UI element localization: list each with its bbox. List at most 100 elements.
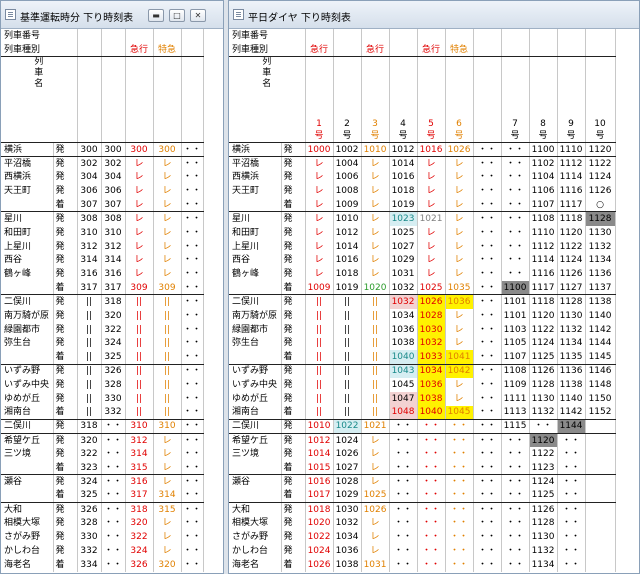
time-cell[interactable]: 1142 [585, 322, 616, 337]
time-cell[interactable]: 1122 [529, 447, 558, 462]
station-name[interactable] [1, 281, 54, 296]
time-cell[interactable]: || [333, 322, 362, 337]
train-type-cell[interactable] [585, 42, 616, 58]
time-cell[interactable]: レ [445, 198, 474, 213]
time-cell[interactable]: ・・ [473, 461, 502, 476]
station-name[interactable]: 緑園都市 [1, 322, 54, 337]
time-cell[interactable]: 1140 [585, 308, 616, 323]
time-cell[interactable]: ・・ [181, 433, 204, 448]
time-cell[interactable]: 1010 [305, 419, 334, 434]
time-cell[interactable]: レ [361, 184, 390, 199]
time-cell[interactable]: 1113 [501, 405, 530, 421]
time-cell[interactable]: || [125, 364, 154, 379]
time-cell[interactable]: 1006 [333, 170, 362, 185]
time-cell[interactable]: 1124 [585, 170, 616, 185]
time-cell[interactable]: ・・ [389, 461, 418, 476]
time-cell[interactable]: レ [125, 198, 154, 213]
time-cell[interactable]: 1135 [557, 350, 586, 365]
station-name[interactable]: いずみ野 [1, 364, 54, 379]
time-cell[interactable]: ・・ [473, 170, 502, 185]
time-cell[interactable]: 1042 [445, 364, 474, 379]
station-name[interactable]: 天王町 [229, 184, 282, 199]
time-cell[interactable]: ・・ [445, 544, 474, 558]
time-cell[interactable]: 1015 [305, 461, 334, 476]
time-cell[interactable]: レ [361, 211, 390, 226]
time-cell[interactable]: ・・ [501, 558, 530, 572]
station-name[interactable]: 弥生台 [1, 336, 54, 351]
time-cell[interactable]: ・・ [101, 419, 126, 434]
time-cell[interactable]: レ [125, 211, 154, 226]
time-cell[interactable]: レ [445, 267, 474, 282]
time-cell[interactable]: ・・ [501, 516, 530, 531]
time-cell[interactable]: 316 [101, 267, 126, 282]
time-cell[interactable]: || [305, 405, 334, 421]
time-cell[interactable]: || [153, 391, 182, 406]
time-cell[interactable]: ・・ [181, 558, 204, 572]
station-name[interactable]: 和田町 [229, 225, 282, 240]
time-cell[interactable]: ・・ [473, 433, 502, 448]
time-cell[interactable]: ・・ [181, 156, 204, 171]
train-name-cell[interactable] [181, 56, 204, 144]
time-cell[interactable]: 306 [77, 184, 102, 199]
time-cell[interactable]: レ [417, 170, 446, 185]
time-cell[interactable]: || [333, 405, 362, 421]
train-type-cell[interactable] [181, 42, 204, 58]
time-cell[interactable]: ・・ [181, 488, 204, 504]
time-cell[interactable]: 1146 [585, 364, 616, 379]
time-cell[interactable]: 1012 [305, 433, 334, 448]
time-cell[interactable]: レ [153, 544, 182, 558]
time-cell[interactable]: 304 [77, 170, 102, 185]
train-name-cell[interactable] [473, 56, 502, 144]
time-cell[interactable]: 1036 [417, 378, 446, 392]
time-cell[interactable]: 1132 [529, 405, 558, 421]
weekday-timetable-grid[interactable]: 列車番号 列車種別 急行 急行 急行 特急列車名 1 号 2 号 3 号 4 号 5 号 6 号 7 号 8 号 9 号 10 号… [229, 29, 616, 572]
time-cell[interactable]: 1120 [529, 433, 558, 448]
arr-dep-label[interactable]: 着 [53, 350, 78, 365]
header-train-number-cell[interactable] [473, 29, 502, 43]
station-name[interactable]: 瀬谷 [229, 474, 282, 489]
time-cell[interactable]: 320 [125, 516, 154, 531]
time-cell[interactable]: 1126 [529, 502, 558, 517]
station-name[interactable] [1, 198, 54, 213]
time-cell[interactable]: ・・ [473, 267, 502, 282]
station-name[interactable]: 海老名 [1, 558, 54, 572]
time-cell[interactable]: 1026 [445, 142, 474, 158]
time-cell[interactable]: 320 [101, 308, 126, 323]
time-cell[interactable]: 308 [101, 211, 126, 226]
time-cell[interactable]: || [77, 405, 102, 421]
time-cell[interactable]: 1126 [529, 364, 558, 379]
arr-dep-label[interactable]: 発 [53, 239, 78, 254]
time-cell[interactable]: レ [417, 239, 446, 254]
arr-dep-label[interactable]: 発 [281, 211, 306, 226]
time-cell[interactable]: 1024 [305, 544, 334, 558]
time-cell[interactable]: レ [305, 198, 334, 213]
time-cell[interactable]: ・・ [417, 558, 446, 572]
time-cell[interactable]: || [361, 378, 390, 392]
time-cell[interactable]: || [361, 336, 390, 351]
time-cell[interactable]: 1025 [361, 488, 390, 504]
time-cell[interactable]: ・・ [181, 516, 204, 531]
time-cell[interactable]: || [305, 350, 334, 365]
time-cell[interactable]: 318 [125, 502, 154, 517]
arr-dep-label[interactable]: 発 [53, 211, 78, 226]
time-cell[interactable]: ・・ [557, 433, 586, 448]
time-cell[interactable]: レ [361, 530, 390, 545]
time-cell[interactable] [585, 461, 616, 476]
time-cell[interactable]: 1017 [305, 488, 334, 504]
time-cell[interactable]: || [361, 294, 390, 309]
time-cell[interactable]: ・・ [445, 419, 474, 434]
station-name[interactable]: 和田町 [1, 225, 54, 240]
time-cell[interactable]: ・・ [473, 391, 502, 406]
time-cell[interactable]: 1127 [557, 281, 586, 296]
time-cell[interactable]: ・・ [473, 322, 502, 337]
arr-dep-label[interactable]: 着 [281, 350, 306, 365]
time-cell[interactable]: レ [305, 253, 334, 268]
time-cell[interactable]: ・・ [501, 474, 530, 489]
arr-dep-label[interactable]: 着 [53, 198, 78, 213]
time-cell[interactable]: 1029 [389, 253, 418, 268]
time-cell[interactable]: ・・ [181, 267, 204, 282]
time-cell[interactable]: 307 [77, 198, 102, 213]
time-cell[interactable]: 1032 [333, 516, 362, 531]
time-cell[interactable]: 326 [101, 364, 126, 379]
time-cell[interactable]: ・・ [389, 419, 418, 434]
